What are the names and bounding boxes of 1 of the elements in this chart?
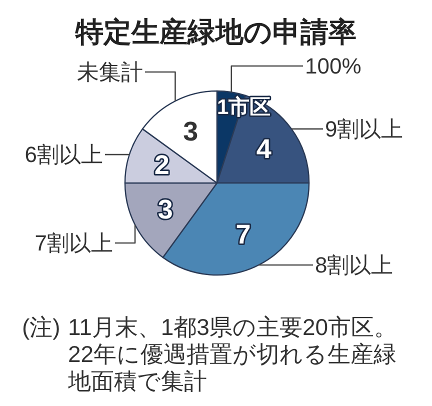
title: 特定生産緑地の申請率 bbox=[76, 16, 356, 48]
